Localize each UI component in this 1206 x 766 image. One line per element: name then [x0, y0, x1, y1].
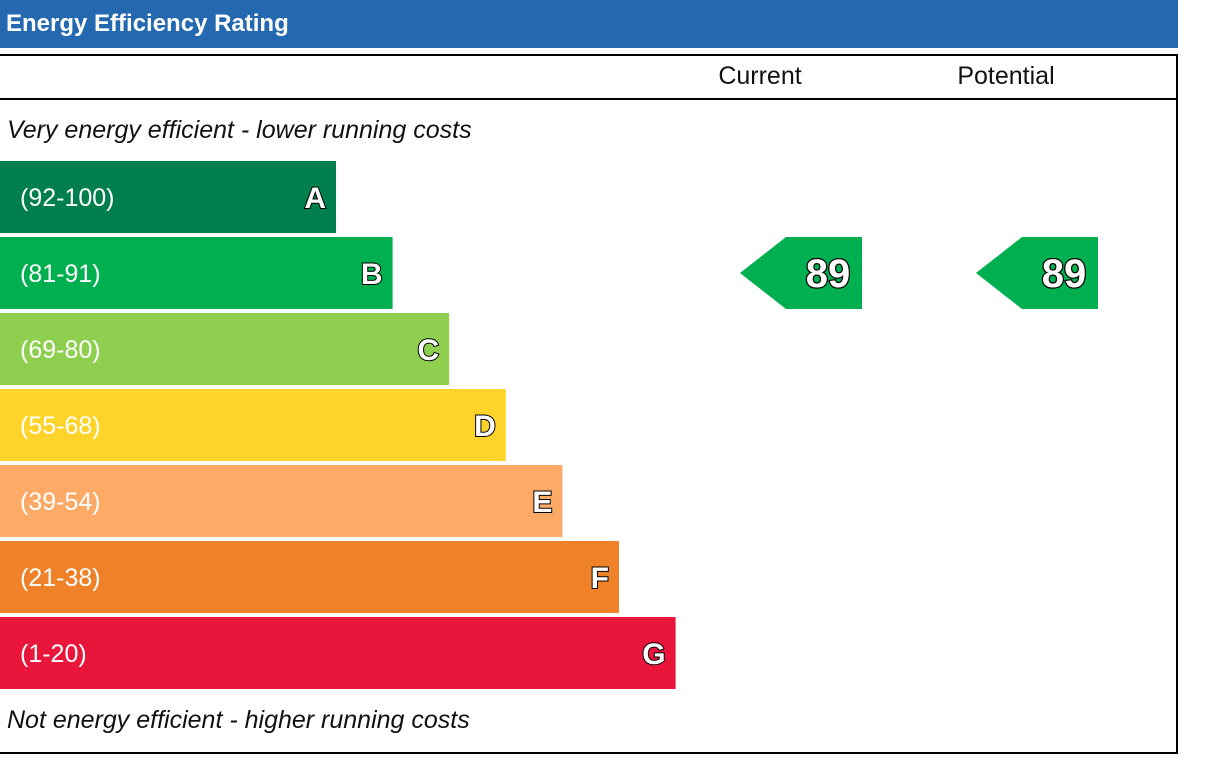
band-c-bar [0, 313, 450, 385]
band-g-range: (1-20) [20, 640, 87, 668]
top-note: Very energy efficient - lower running co… [7, 116, 472, 144]
header-divider [0, 98, 1176, 100]
band-d-letter: D [474, 410, 496, 443]
band-f-range: (21-38) [20, 564, 101, 592]
band-f-letter: F [591, 562, 609, 595]
band-b-letter: B [361, 258, 383, 291]
potential-score-value: 89 [1042, 252, 1087, 296]
band-e-bar [0, 465, 563, 537]
column-header-potential: Potential [957, 62, 1055, 90]
column-header-current: Current [718, 62, 802, 90]
band-a-letter: A [304, 182, 326, 215]
band-c-letter: C [418, 334, 440, 367]
current-score-value: 89 [806, 252, 851, 296]
band-f-bar [0, 541, 619, 613]
band-e-letter: E [532, 486, 552, 519]
band-b-range: (81-91) [20, 260, 101, 288]
potential-score-arrow [976, 237, 1098, 309]
band-a-bar [0, 161, 336, 233]
bottom-note: Not energy efficient - higher running co… [7, 706, 470, 734]
band-d-range: (55-68) [20, 412, 101, 440]
current-score-arrow [740, 237, 862, 309]
band-b-bar [0, 237, 393, 309]
band-c-range: (69-80) [20, 336, 101, 364]
band-a-range: (92-100) [20, 184, 115, 212]
chart-title: Energy Efficiency Rating [0, 0, 1178, 48]
band-e-range: (39-54) [20, 488, 101, 516]
chart-frame [0, 54, 1178, 754]
band-g-bar [0, 617, 676, 689]
band-g-letter: G [642, 638, 665, 671]
band-d-bar [0, 389, 506, 461]
